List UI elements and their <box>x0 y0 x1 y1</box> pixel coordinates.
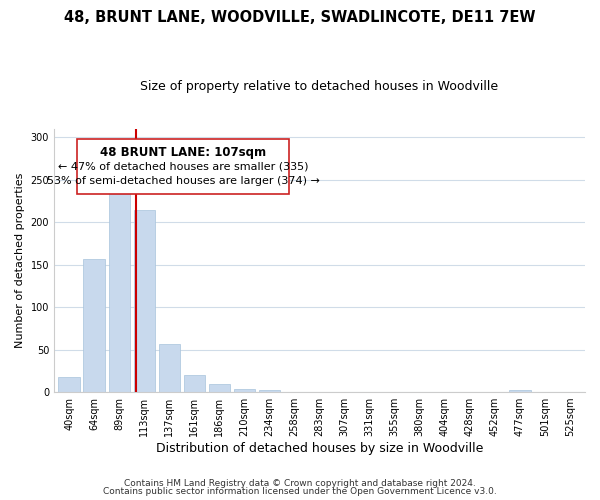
Bar <box>109 194 130 392</box>
Bar <box>184 375 205 392</box>
Text: ← 47% of detached houses are smaller (335): ← 47% of detached houses are smaller (33… <box>58 161 308 171</box>
Bar <box>209 384 230 392</box>
Bar <box>58 377 80 392</box>
Text: 53% of semi-detached houses are larger (374) →: 53% of semi-detached houses are larger (… <box>47 176 319 186</box>
Bar <box>83 259 105 392</box>
Bar <box>509 390 530 392</box>
Bar <box>134 210 155 392</box>
Title: Size of property relative to detached houses in Woodville: Size of property relative to detached ho… <box>140 80 499 93</box>
Bar <box>259 390 280 392</box>
X-axis label: Distribution of detached houses by size in Woodville: Distribution of detached houses by size … <box>156 442 483 455</box>
Text: 48 BRUNT LANE: 107sqm: 48 BRUNT LANE: 107sqm <box>100 146 266 159</box>
FancyBboxPatch shape <box>77 139 289 194</box>
Text: 48, BRUNT LANE, WOODVILLE, SWADLINCOTE, DE11 7EW: 48, BRUNT LANE, WOODVILLE, SWADLINCOTE, … <box>64 10 536 25</box>
Text: Contains HM Land Registry data © Crown copyright and database right 2024.: Contains HM Land Registry data © Crown c… <box>124 478 476 488</box>
Y-axis label: Number of detached properties: Number of detached properties <box>15 173 25 348</box>
Bar <box>158 344 180 392</box>
Bar <box>234 388 255 392</box>
Text: Contains public sector information licensed under the Open Government Licence v3: Contains public sector information licen… <box>103 487 497 496</box>
